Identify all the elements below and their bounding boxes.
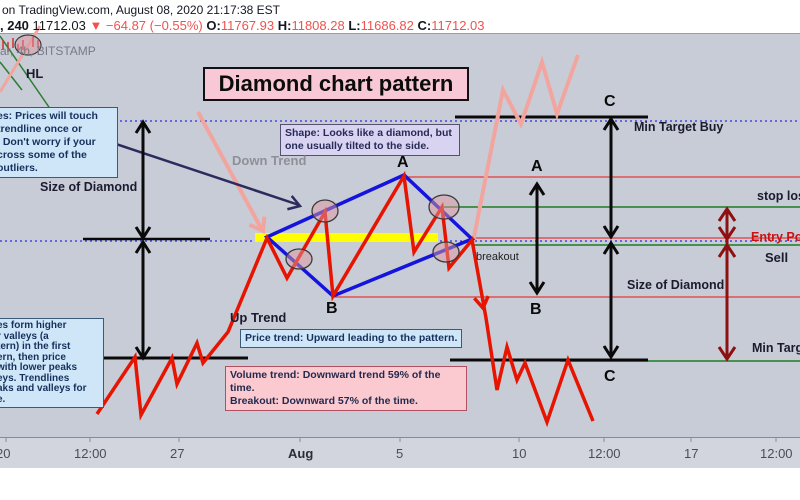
high-value: 11808.28 [291, 18, 345, 33]
close-value: 11712.03 [431, 18, 485, 33]
open-value: 11767.93 [220, 18, 275, 33]
price-change: ▼ −64.87 (−0.55%) [89, 18, 203, 33]
projected-price-path [471, 54, 580, 243]
breakout-arrowhead [473, 295, 490, 312]
close-label: C: [417, 18, 432, 33]
level-lines [0, 115, 800, 362]
axis-tick-1200c: 12:00 [760, 446, 793, 461]
axis-tick-1200a: 12:00 [74, 446, 107, 461]
high-label: H: [277, 18, 292, 33]
open-label: O: [206, 18, 221, 33]
snapshot-attribution: on TradingView.com, August 08, 2020 21:1… [2, 3, 280, 17]
measure-arrows-black [134, 116, 620, 361]
measure-arrow-darkred [717, 206, 737, 362]
trendlines-note: es: Prices will touch trendline once or … [0, 107, 118, 178]
target-c-bottom-label: C [604, 368, 616, 385]
axis-tick-10: 10 [512, 446, 527, 461]
low-label: L: [348, 18, 361, 33]
size-of-diamond-left-label: Size of Diamond [40, 180, 138, 194]
yellow-highlight [255, 233, 438, 242]
measure-a-label: A [531, 158, 543, 175]
axis-tick-20: 20 [0, 446, 11, 461]
min-target-label: Min Target [752, 341, 800, 355]
last-price: 11712.03 [32, 18, 86, 33]
symbol-interval: , 240 [0, 18, 29, 33]
touch-ellipses [285, 194, 460, 270]
time-axis-strip[interactable] [0, 437, 800, 468]
axis-tick-aug: Aug [288, 446, 314, 461]
series-info: ar, 4h, BITSTAMP [0, 44, 96, 58]
volume-note: Volume trend: Downward trend 59% of the … [225, 366, 467, 411]
low-value: 11686.82 [360, 18, 414, 33]
measure-b-label: B [530, 301, 542, 318]
entry-point-label: Entry Point [751, 230, 800, 244]
up-trend-label: Up Trend [230, 310, 287, 325]
axis-tick-5: 5 [396, 446, 404, 461]
pattern-title: Diamond chart pattern [203, 67, 469, 101]
stop-loss-label: stop loss [757, 189, 800, 203]
topleft-decor [0, 25, 63, 127]
highlight-ellipse [14, 34, 42, 56]
sell-label: Sell [765, 250, 789, 265]
pattern-formation-note: es form higher r valleys (a tern) in the… [0, 318, 104, 408]
size-of-diamond-right-label: Size of Diamond [627, 278, 725, 292]
vertex-b-label: B [326, 300, 338, 317]
min-target-buy-label: Min Target Buy [634, 120, 724, 134]
note-pointer-arrow [106, 139, 303, 211]
down-trend-label: Down Trend [232, 153, 307, 168]
shape-note: Shape: Looks like a diamond, but one usu… [280, 124, 460, 156]
vertex-a-label: A [397, 154, 409, 171]
axis-tick-17: 17 [684, 446, 699, 461]
price-trend-note: Price trend: Upward leading to the patte… [240, 329, 463, 348]
price-path [95, 170, 595, 428]
down-trend-arrow [196, 111, 267, 235]
breakout-label: breakout [476, 251, 519, 263]
axis-tick-27: 27 [170, 446, 185, 461]
hl-label: HL [26, 66, 44, 81]
axis-tick-1200b: 12:00 [588, 446, 621, 461]
axis-ticks [5, 437, 777, 442]
target-c-top-label: C [604, 93, 616, 110]
symbol-ohlc-row: , 240 11712.03 ▼ −64.87 (−0.55%) O:11767… [0, 18, 485, 33]
